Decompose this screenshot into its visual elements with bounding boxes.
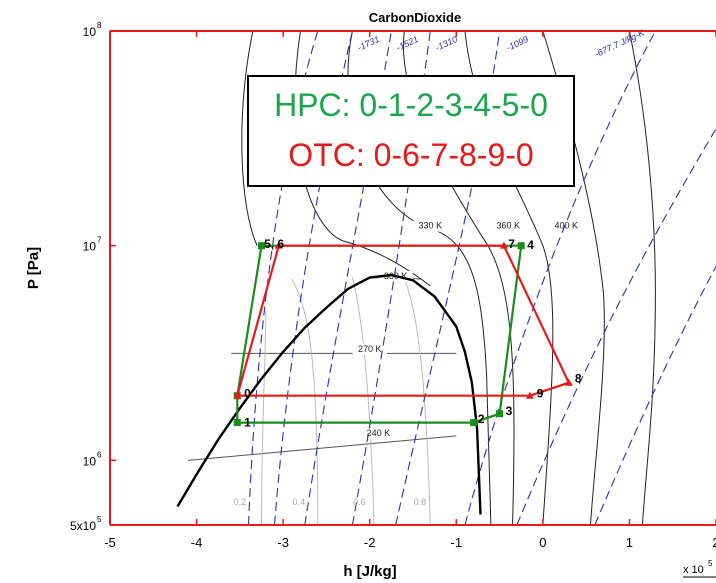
y-tick-label-3: 5x10: [70, 519, 96, 533]
otc-point-0: [233, 391, 242, 399]
y-tick-exp-2: 6: [97, 450, 102, 459]
hpc-point-1: [233, 419, 241, 427]
isotherm-label-bg-3: [413, 220, 448, 232]
x-tick-label-2: -3: [277, 535, 289, 550]
isentrope-line-2: [351, 30, 431, 526]
cycle-legend-box: HPC: 0-1-2-3-4-5-0 OTC: 0-6-7-8-9-0: [247, 75, 575, 187]
otc-point-6: [274, 241, 283, 249]
isotherm-label-bg-1: [352, 343, 387, 355]
y-tick-label-1: 10: [83, 240, 97, 254]
state-label-6: 7: [508, 237, 515, 251]
isotherm-label-4: 360 K: [496, 221, 520, 231]
isentrope-line-7: [594, 266, 716, 526]
state-label-7: 8: [575, 372, 582, 386]
y-tick-label-0: 10: [83, 25, 97, 39]
x-multiplier-base: x 10: [683, 564, 704, 576]
otc-point-9: [525, 391, 534, 399]
state-label-8: 9: [537, 386, 544, 400]
isentrope-line-4: [464, 30, 656, 526]
x-tick-label-3: -2: [364, 535, 376, 550]
otc-point-7: [499, 241, 508, 249]
isotherm-line-13: [261, 310, 267, 526]
x-tick-label-1: -4: [191, 535, 203, 550]
x-tick-label-7: 2: [712, 535, 716, 550]
isotherm-line-12: [403, 278, 431, 526]
isotherm-line-0: [187, 435, 457, 461]
isotherm-label-0: 240 K: [367, 428, 391, 438]
isentrope-line-6: [516, 128, 716, 526]
hpc-point-5: [258, 242, 265, 250]
isentrope-label-1: -1521: [395, 34, 420, 53]
state-label-4: 4: [527, 238, 534, 252]
hpc-point-2: [470, 419, 478, 427]
chart-title: CarbonDioxide: [369, 10, 461, 25]
state-label-2: 2: [478, 412, 485, 426]
y-tick-label-2: 10: [83, 454, 97, 468]
isotherm-line-3: [241, 30, 258, 246]
x-multiplier: x 10 5: [683, 559, 716, 578]
x-tick-label-4: -1: [451, 535, 463, 550]
isotherm-line-11: [351, 277, 375, 526]
state-label-1: 1: [244, 416, 251, 430]
isotherm-label-1: 270 K: [358, 344, 382, 354]
isentrope-label-3: -1099: [505, 34, 530, 53]
hpc-point-4: [517, 242, 525, 250]
isentrope-label-0: -1731: [356, 34, 381, 53]
isotherm-line-9: [628, 30, 656, 526]
isentrope-label-2: -1310: [434, 34, 459, 53]
y-tick-exp-3: 5: [97, 515, 102, 524]
legend-hpc: HPC: 0-1-2-3-4-5-0: [274, 87, 548, 123]
quality-label-3: 0.8: [414, 497, 427, 507]
state-label-0: 0: [244, 386, 251, 400]
x-axis-label: h [J/kg]: [343, 563, 396, 580]
state-label-3: 3: [506, 404, 513, 418]
y-tick-exp-1: 7: [97, 236, 102, 245]
x-multiplier-exp: 5: [708, 559, 713, 568]
series-line-otc: [236, 244, 570, 397]
isotherm-label-bg-5: [549, 220, 584, 232]
quality-label-1: 0.4: [292, 497, 305, 507]
y-tick-exp-0: 8: [97, 21, 102, 30]
hpc-point-3: [496, 410, 504, 418]
isotherm-label-bg-4: [491, 220, 526, 232]
x-tick-label-0: -5: [104, 535, 116, 550]
isotherm-label-bg-0: [361, 427, 396, 439]
y-axis-label: P [Pa]: [25, 247, 42, 289]
x-tick-label-5: 0: [539, 535, 546, 550]
quality-label-2: 0.6: [353, 497, 366, 507]
legend-otc: OTC: 0-6-7-8-9-0: [288, 137, 534, 173]
isotherm-label-3: 330 K: [419, 221, 443, 231]
isotherm-label-5: 400 K: [554, 221, 578, 231]
x-tick-label-6: 1: [626, 535, 633, 550]
otc-point-8: [564, 378, 573, 386]
isotherm-line-10: [291, 278, 319, 526]
quality-label-0: 0.2: [234, 497, 247, 507]
state-label-5: 5, 6: [264, 237, 284, 251]
